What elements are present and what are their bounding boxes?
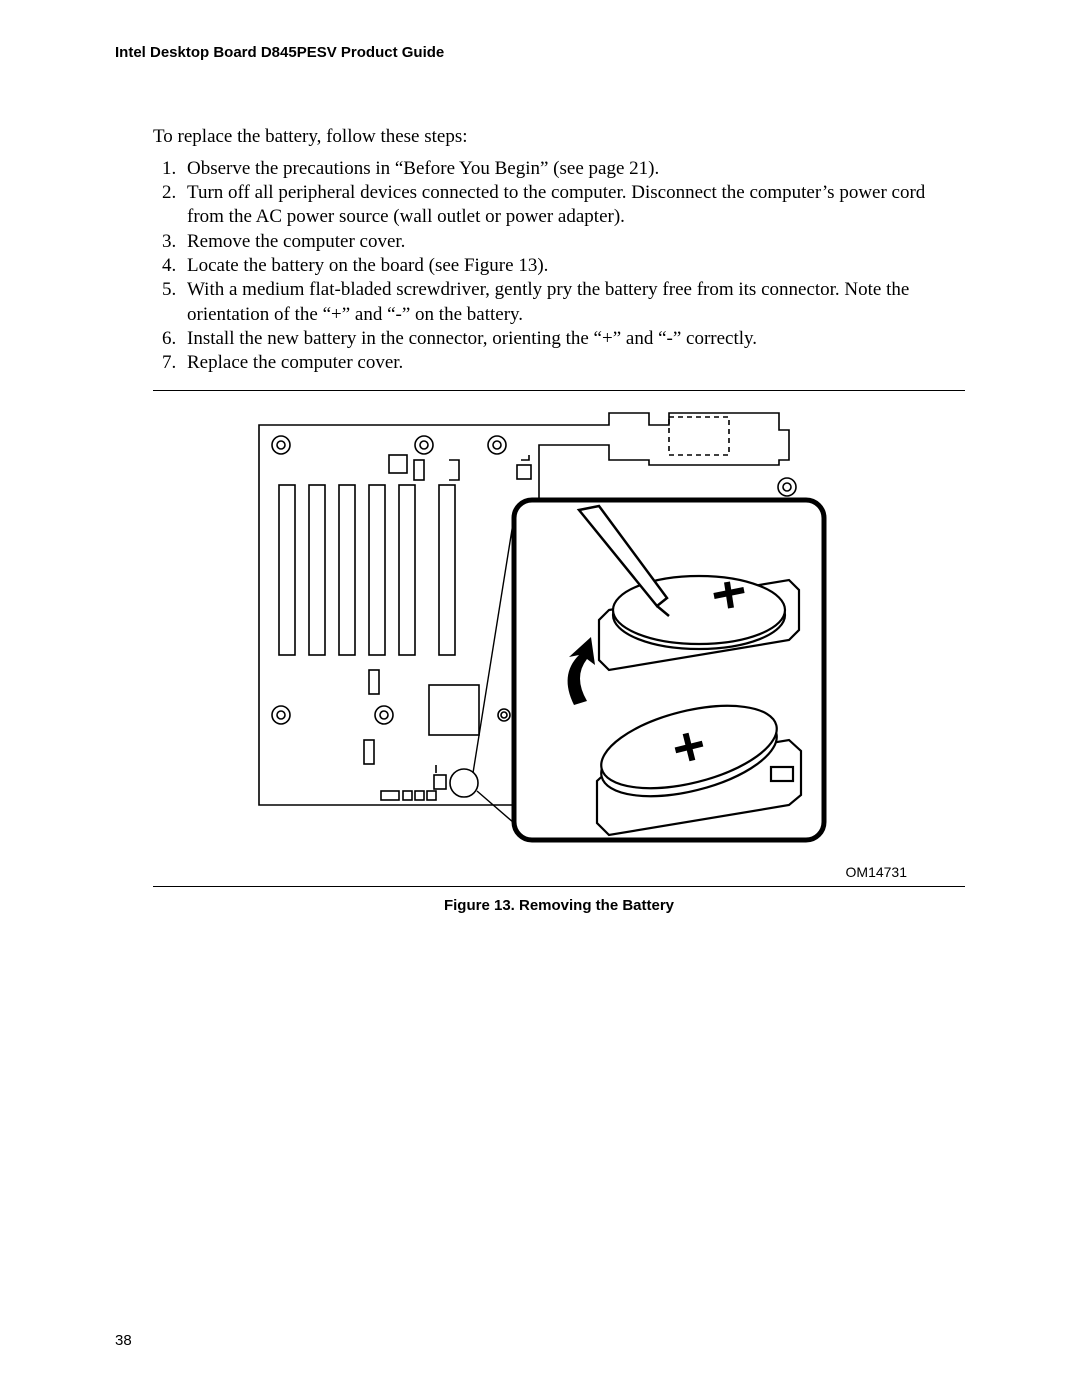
document-header: Intel Desktop Board D845PESV Product Gui… [115,44,965,61]
step-item: Remove the computer cover. [181,230,965,254]
figure-block: OM14731 Figure 13. Removing the Battery [153,390,965,914]
step-item: Locate the battery on the board (see Fig… [181,254,965,278]
figure-id: OM14731 [153,864,965,880]
step-item: Install the new battery in the connector… [181,327,965,351]
battery-diagram-svg [239,405,879,855]
figure-image [153,391,965,868]
figure-caption: Figure 13. Removing the Battery [153,897,965,914]
step-item: Turn off all peripheral devices connecte… [181,181,965,230]
step-item: With a medium flat-bladed screwdriver, g… [181,278,965,327]
figure-rule-bottom [153,886,965,887]
steps-list: Observe the precautions in “Before You B… [153,157,965,376]
step-item: Observe the precautions in “Before You B… [181,157,965,181]
step-item: Replace the computer cover. [181,351,965,375]
page-number: 38 [115,1332,132,1349]
intro-paragraph: To replace the battery, follow these ste… [153,125,965,149]
